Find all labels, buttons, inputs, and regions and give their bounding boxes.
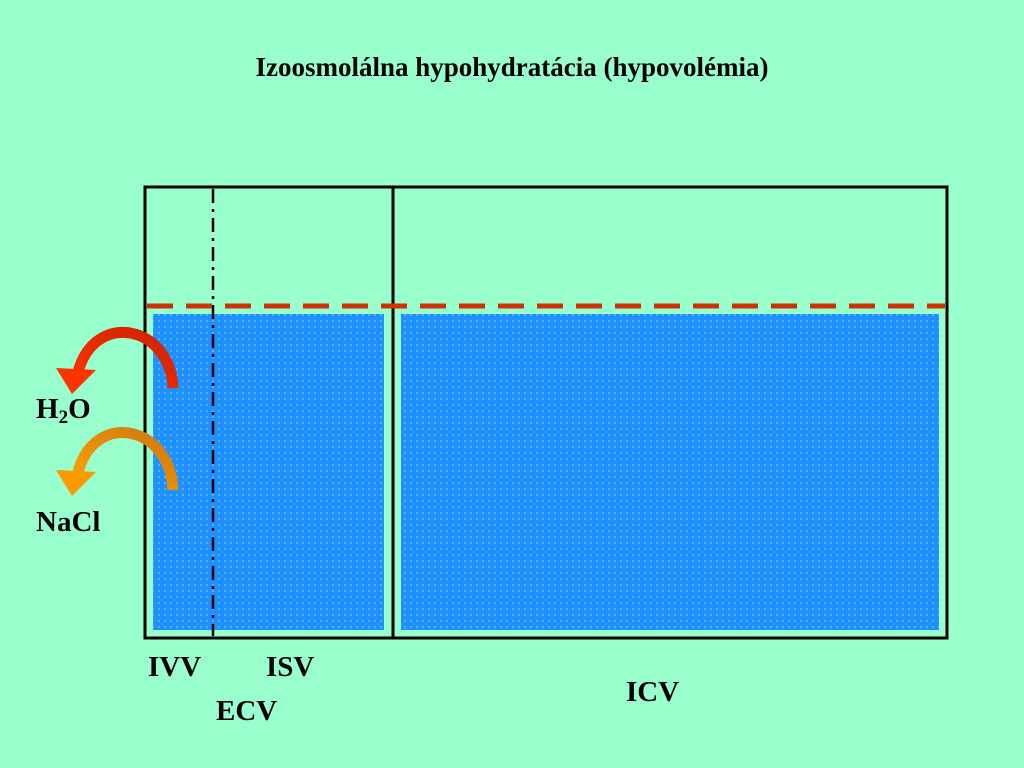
ecv-fluid [153,314,384,630]
icv-label: ICV [626,676,680,708]
isv-label: ISV [266,651,315,683]
slide-title: Izoosmolálna hypohydratácia (hypovolémia… [255,52,769,82]
water-loss-arrow [56,327,179,394]
salt-loss-arrow [56,427,179,496]
water-label: H2O [36,393,91,428]
nacl-label: NaCl [36,506,101,538]
ivv-label: IVV [148,651,202,683]
body-fluid-container [143,185,949,640]
ecv-label: ECV [216,695,278,727]
icv-fluid [401,314,939,630]
